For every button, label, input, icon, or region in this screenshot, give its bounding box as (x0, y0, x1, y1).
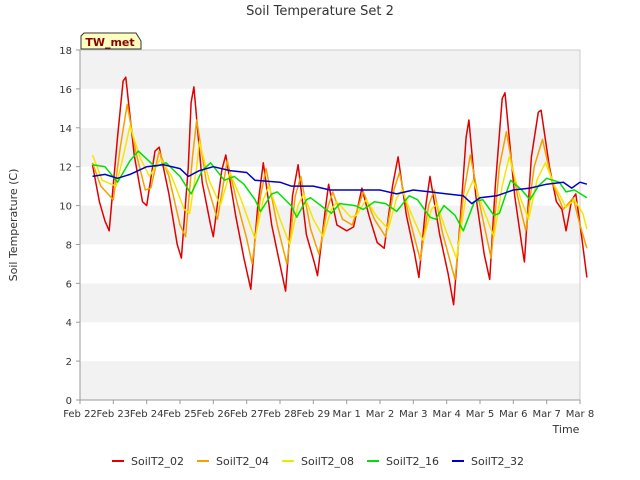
x-tick-label: Mar 5 (466, 409, 494, 420)
series-line-soilt2-08 (91, 125, 588, 259)
legend-label: SoilT2_04 (216, 455, 269, 468)
badge-box (80, 32, 142, 50)
x-tick-label: Feb 28 (263, 409, 297, 420)
x-tick-label: Mar 1 (332, 409, 360, 420)
series-line-soilt2-04 (91, 103, 588, 281)
legend-label: SoilT2_02 (131, 455, 184, 468)
x-tick-label: Feb 25 (163, 409, 197, 420)
series-line-soilt2-16 (92, 150, 588, 232)
grid-band (80, 283, 580, 323)
legend-label: SoilT2_16 (386, 455, 439, 468)
y-tick-label: 18 (59, 46, 72, 57)
y-tick-label: 2 (66, 357, 72, 368)
x-tick-label: Feb 24 (130, 409, 164, 420)
tw-met-badge: TW_met (80, 32, 142, 50)
grid-band (80, 244, 580, 284)
y-axis-ticks: 0 2 4 6 8 10 12 14 16 18 (59, 46, 80, 407)
x-tick-label: Feb 27 (230, 409, 264, 420)
y-tick-label: 8 (66, 240, 72, 251)
x-tick-label: Mar 8 (566, 409, 594, 420)
y-tick-label: 4 (66, 318, 72, 329)
grid-band (80, 50, 580, 89)
y-tick-label: 14 (59, 124, 72, 135)
y-tick-label: 12 (59, 163, 72, 174)
axis-lines (79, 50, 580, 401)
y-tick-label: 16 (59, 85, 72, 96)
series-line-soilt2-32 (92, 163, 588, 205)
badge-label: TW_met (85, 36, 134, 49)
grid-band (80, 88, 580, 128)
x-tick-label: Feb 22 (63, 409, 97, 420)
legend-label: SoilT2_32 (471, 455, 524, 468)
series-line-soilt2-02 (91, 76, 588, 306)
legend: SoilT2_02 SoilT2_04 SoilT2_08 SoilT2_16 Soil… (112, 455, 524, 468)
y-tick-label: 6 (66, 279, 72, 290)
chart-title: Soil Temperature Set 2 (246, 4, 394, 19)
grid-band (80, 361, 580, 400)
y-tick-label: 10 (59, 202, 72, 213)
x-tick-label: Mar 6 (499, 409, 527, 420)
grid-bands (80, 50, 580, 400)
grid-band (80, 322, 580, 362)
x-axis-label: Time (552, 423, 580, 436)
x-tick-label: Mar 7 (532, 409, 560, 420)
series-lines (91, 76, 588, 306)
grid-band (80, 205, 580, 245)
y-axis-label: Soil Temperature (C) (7, 169, 20, 282)
x-tick-label: Mar 3 (399, 409, 427, 420)
x-tick-label: Feb 26 (197, 409, 231, 420)
legend-label: SoilT2_08 (301, 455, 354, 468)
x-tick-label: Feb 29 (297, 409, 331, 420)
x-axis-ticks: Feb 22 Feb 23 Feb 24 Feb 25 Feb 26 Feb 27 Feb … (63, 400, 594, 420)
x-tick-label: Feb 23 (97, 409, 131, 420)
y-tick-label: 0 (66, 396, 72, 407)
grid-band (80, 127, 580, 167)
x-tick-label: Mar 2 (366, 409, 394, 420)
x-tick-label: Mar 4 (432, 409, 460, 420)
